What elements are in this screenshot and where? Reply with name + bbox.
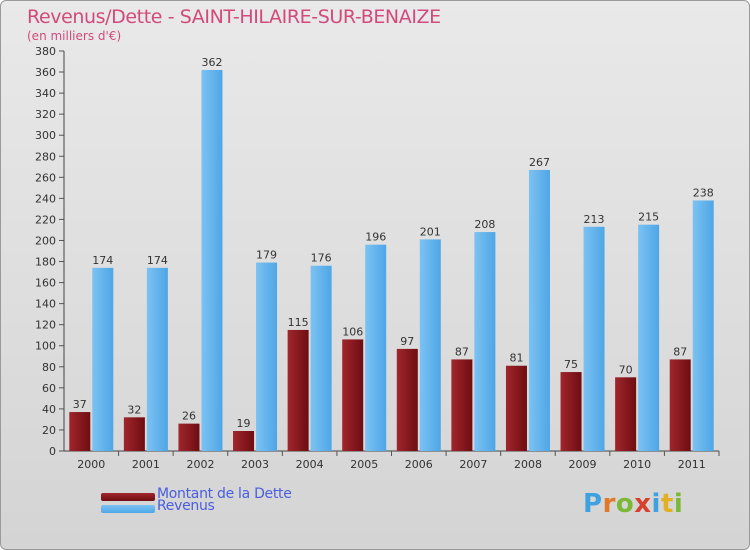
debt-bar: [342, 339, 364, 451]
revenue-data-label: 238: [693, 186, 714, 199]
debt-bar: [615, 377, 637, 451]
debt-data-label: 37: [73, 398, 87, 411]
y-tick-label: 20: [42, 424, 56, 437]
debt-bar: [287, 329, 309, 451]
y-tick-label: 220: [35, 213, 56, 226]
revenue-bar: [256, 262, 278, 451]
legend-swatch-revenue: [101, 505, 155, 513]
y-tick-label: 180: [35, 256, 56, 269]
debt-bar: [451, 359, 473, 451]
revenue-data-label: 179: [256, 249, 277, 262]
y-tick-label: 140: [35, 298, 56, 311]
y-tick-label: 200: [35, 234, 56, 247]
logo-letter: o: [615, 489, 635, 519]
logo-letter: i: [673, 489, 684, 519]
revenue-data-label: 174: [92, 254, 113, 267]
revenue-data-label: 208: [474, 218, 495, 231]
chart-subtitle: (en milliers d'€): [27, 29, 122, 43]
y-tick-label: 280: [35, 150, 56, 163]
debt-bar: [505, 365, 527, 451]
debt-data-label: 97: [400, 335, 414, 348]
y-tick-label: 340: [35, 87, 56, 100]
revenue-bar: [474, 232, 496, 451]
logo-letter: t: [660, 489, 674, 519]
y-tick-label: 40: [42, 403, 56, 416]
debt-bar: [233, 431, 255, 451]
revenue-data-label: 201: [420, 225, 441, 238]
y-tick-label: 120: [35, 319, 56, 332]
x-tick-label: 2005: [350, 458, 378, 471]
y-tick-label: 0: [49, 445, 56, 458]
y-tick-label: 100: [35, 340, 56, 353]
debt-data-label: 87: [673, 345, 687, 358]
revenue-data-label: 267: [529, 156, 550, 169]
debt-bar: [178, 423, 200, 451]
debt-data-label: 19: [237, 417, 251, 430]
debt-bar: [669, 359, 691, 451]
y-tick-label: 260: [35, 171, 56, 184]
chart-title: Revenus/Dette - SAINT-HILAIRE-SUR-BENAIZ…: [27, 6, 441, 28]
y-tick-label: 80: [42, 361, 56, 374]
debt-data-label: 70: [619, 363, 633, 376]
revenue-bar: [92, 267, 114, 451]
x-tick-label: 2001: [132, 458, 160, 471]
x-tick-label: 2010: [623, 458, 651, 471]
y-tick-label: 160: [35, 277, 56, 290]
y-tick-label: 60: [42, 382, 56, 395]
legend-label-debt: Montant de la Dette: [157, 486, 292, 502]
debt-bar: [396, 348, 418, 451]
y-tick-label: 380: [35, 45, 56, 58]
revenue-data-label: 174: [147, 254, 168, 267]
logo-letter: i: [651, 489, 661, 519]
x-tick-label: 2007: [459, 458, 487, 471]
revenue-bar: [638, 224, 660, 451]
y-tick-label: 240: [35, 192, 56, 205]
debt-data-label: 106: [342, 325, 363, 338]
legend-label-revenue: Revenus: [157, 498, 215, 514]
x-tick-label: 2008: [514, 458, 542, 471]
x-tick-label: 2004: [296, 458, 324, 471]
revenue-bar: [201, 69, 223, 452]
x-tick-label: 2000: [77, 458, 105, 471]
debt-data-label: 26: [182, 410, 196, 423]
revenue-data-label: 213: [584, 213, 605, 226]
debt-data-label: 75: [564, 358, 578, 371]
revenue-data-label: 215: [638, 211, 659, 224]
revenue-bar: [528, 169, 550, 451]
debt-bar: [123, 417, 145, 451]
debt-data-label: 81: [509, 352, 523, 365]
revenue-bar: [583, 226, 605, 451]
debt-data-label: 87: [455, 345, 469, 358]
revenue-bar: [310, 265, 332, 451]
debt-bar: [560, 372, 582, 451]
x-tick-label: 2011: [678, 458, 706, 471]
revenue-bar: [146, 267, 168, 451]
logo-letter: r: [602, 489, 616, 519]
debt-data-label: 115: [288, 316, 309, 329]
proxiti-logo: Proxiti: [583, 489, 683, 519]
x-tick-label: 2002: [186, 458, 214, 471]
debt-bar: [69, 412, 91, 451]
revenue-bar: [365, 244, 387, 451]
revenue-data-label: 176: [311, 252, 332, 265]
y-tick-label: 320: [35, 108, 56, 121]
revenue-data-label: 362: [201, 56, 222, 69]
revenue-bar: [692, 200, 714, 451]
revenue-data-label: 196: [365, 231, 386, 244]
x-tick-label: 2003: [241, 458, 269, 471]
x-tick-label: 2009: [569, 458, 597, 471]
revenue-bar: [419, 239, 441, 451]
x-tick-label: 2006: [405, 458, 433, 471]
y-tick-label: 300: [35, 129, 56, 142]
logo-letter: x: [634, 489, 652, 519]
legend-swatch-debt: [101, 493, 155, 501]
debt-data-label: 32: [127, 403, 141, 416]
y-tick-label: 360: [35, 66, 56, 79]
logo-letter: P: [583, 489, 603, 519]
